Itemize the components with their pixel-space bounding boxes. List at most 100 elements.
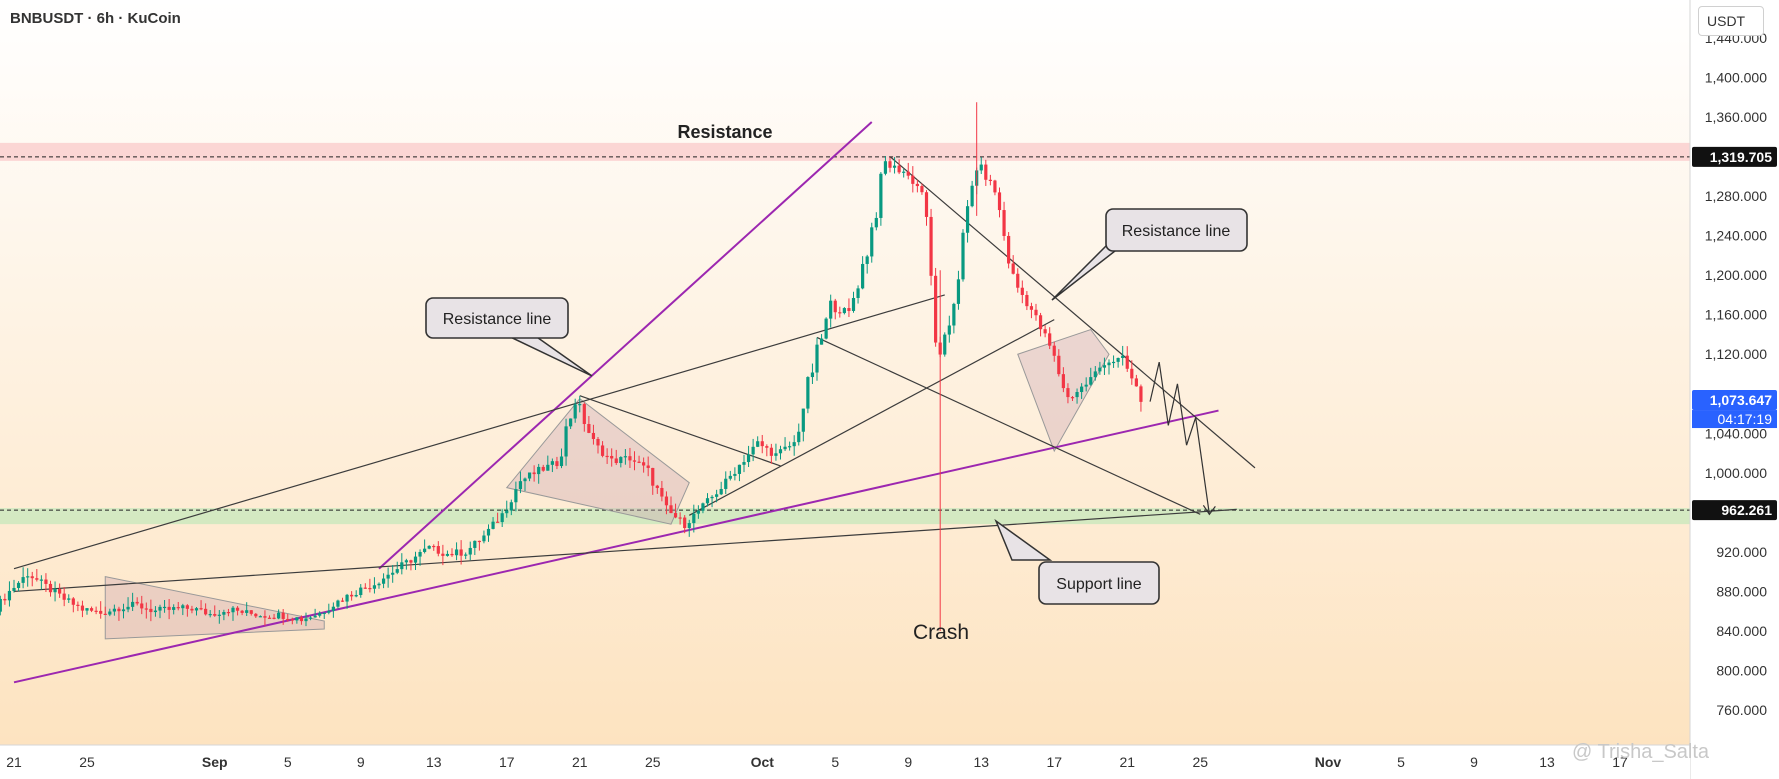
candle-body xyxy=(199,608,203,610)
candle-body xyxy=(1075,392,1079,398)
candle-body xyxy=(258,616,262,618)
candle-body xyxy=(888,161,892,168)
candle-body xyxy=(185,605,189,609)
candle-body xyxy=(956,279,961,304)
candle-body xyxy=(623,456,627,458)
candle-body xyxy=(190,608,194,611)
candle-body xyxy=(409,560,413,563)
candle-body xyxy=(217,614,221,616)
candle-body xyxy=(505,510,509,514)
candle-body xyxy=(1025,294,1029,307)
candle-body xyxy=(391,572,395,575)
candle-body xyxy=(879,173,883,218)
candle-body xyxy=(715,494,719,497)
x-tick-label: 21 xyxy=(1119,754,1135,770)
candle-body xyxy=(733,473,737,476)
candle-body xyxy=(16,582,21,588)
candle-body xyxy=(1098,367,1102,372)
candle-body xyxy=(112,608,116,612)
candle-body xyxy=(669,505,673,514)
candle-body xyxy=(308,617,313,619)
candle-body xyxy=(21,577,25,583)
candle-body xyxy=(235,607,240,611)
candle-body xyxy=(395,569,399,573)
author-watermark: @ Trisha_Salta xyxy=(1572,741,1710,763)
candle-body xyxy=(591,432,596,439)
resistance-line-callout-left-label: Resistance line xyxy=(443,311,552,328)
candle-body xyxy=(701,503,705,511)
y-tick-label: 1,200.000 xyxy=(1705,267,1767,283)
x-tick-label: 9 xyxy=(1470,754,1478,770)
candle-body xyxy=(254,613,258,617)
candle-body xyxy=(550,461,554,465)
candle-body xyxy=(637,461,641,463)
candle-body xyxy=(299,617,304,622)
long-rising-line xyxy=(13,294,945,570)
price-axis[interactable] xyxy=(1690,0,1779,779)
candle-body xyxy=(267,617,272,619)
candle-body xyxy=(1029,306,1034,310)
candle-body xyxy=(1111,361,1116,364)
y-tick-label: 1,360.000 xyxy=(1705,109,1767,125)
candle-body xyxy=(272,617,276,619)
candle-body xyxy=(642,462,646,466)
candle-body xyxy=(906,171,910,176)
support-price-badge-label: 962.261 xyxy=(1721,502,1772,518)
candle-body xyxy=(48,583,53,593)
x-tick-label: 5 xyxy=(1397,754,1405,770)
candle-body xyxy=(345,594,349,602)
candle-body xyxy=(459,549,463,556)
candle-body xyxy=(172,607,176,610)
candle-body xyxy=(537,466,541,475)
candle-body xyxy=(559,456,564,467)
candle-body xyxy=(984,164,988,180)
candle-body xyxy=(915,183,919,187)
crash-label: Crash xyxy=(913,621,969,644)
y-tick-label: 1,120.000 xyxy=(1705,346,1767,362)
support-line-callout xyxy=(1038,561,1160,605)
rising-purple-support xyxy=(13,409,1219,684)
candle-body xyxy=(728,475,732,479)
candle-body xyxy=(1080,386,1084,393)
candle-body xyxy=(450,553,454,556)
y-tick-label: 1,000.000 xyxy=(1705,465,1767,481)
candle-body xyxy=(678,517,682,519)
candle-body xyxy=(149,608,153,613)
candle-body xyxy=(646,465,650,468)
candle-body xyxy=(331,606,335,611)
time-axis[interactable] xyxy=(0,745,1690,779)
candle-body xyxy=(614,458,618,464)
currency-button[interactable]: USDT xyxy=(1698,6,1764,36)
candle-body xyxy=(911,175,915,184)
candle-body xyxy=(527,472,532,479)
y-tick-label: 920.000 xyxy=(1716,544,1767,560)
candle-body xyxy=(167,606,171,610)
candle-body xyxy=(7,590,12,601)
candle-body xyxy=(117,608,121,612)
candle-body xyxy=(454,549,459,556)
y-tick-label: 1,240.000 xyxy=(1705,228,1767,244)
candle-body xyxy=(851,297,856,311)
support-line-callout-label: Support line xyxy=(1056,576,1141,593)
candle-body xyxy=(687,523,691,529)
candle-body xyxy=(386,574,390,579)
candle-body xyxy=(103,613,107,615)
x-tick-label: 25 xyxy=(1192,754,1208,770)
resistance-price-badge-label: 1,319.705 xyxy=(1710,149,1772,165)
x-tick-label: 9 xyxy=(357,754,365,770)
candle-body xyxy=(555,461,559,467)
candle-body xyxy=(861,263,865,289)
candle-body xyxy=(696,510,700,514)
candle-body xyxy=(801,408,805,432)
candle-body xyxy=(176,607,180,609)
candle-body xyxy=(368,588,372,590)
candle-body xyxy=(53,588,57,593)
candle-body xyxy=(231,607,235,613)
candle-body xyxy=(340,600,345,602)
candle-body xyxy=(0,598,2,612)
candle-body xyxy=(249,610,253,614)
candle-body xyxy=(961,232,965,280)
candle-body xyxy=(295,617,299,621)
